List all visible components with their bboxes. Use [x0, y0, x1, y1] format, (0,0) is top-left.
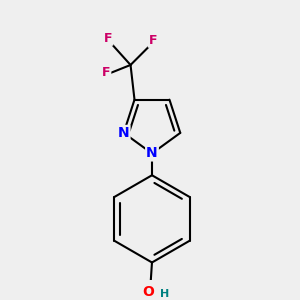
- Text: O: O: [142, 285, 154, 299]
- Text: F: F: [102, 66, 111, 80]
- Text: N: N: [118, 126, 130, 140]
- Text: N: N: [146, 146, 158, 161]
- Text: F: F: [148, 34, 157, 47]
- Text: F: F: [104, 32, 113, 45]
- Text: H: H: [160, 289, 169, 299]
